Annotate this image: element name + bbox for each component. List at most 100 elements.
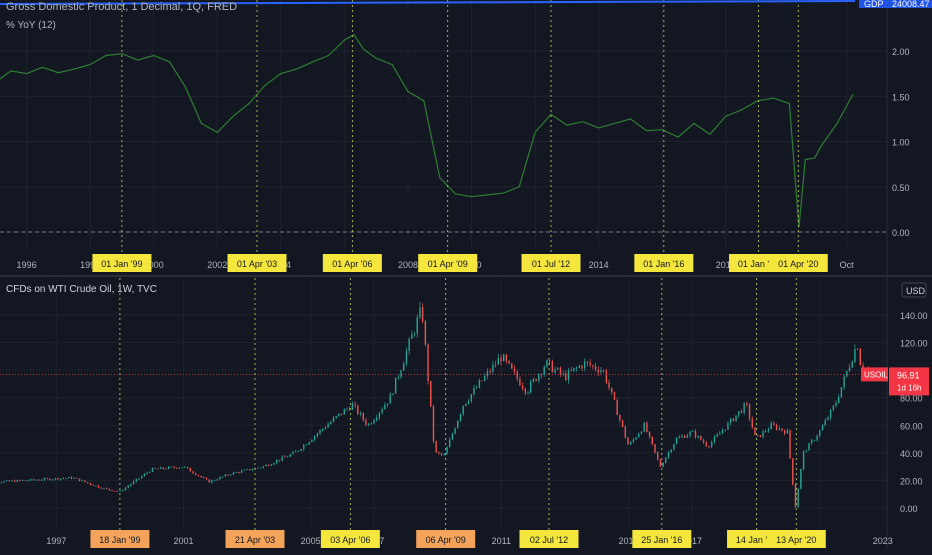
candle-body	[810, 440, 813, 444]
candle-body	[316, 433, 318, 437]
label-layer: Gross Domestic Product, 1 Decimal, 1Q, F…	[0, 0, 932, 298]
candle-body	[792, 458, 794, 485]
candle-body	[692, 430, 694, 432]
candle-body	[313, 436, 316, 440]
candle-body	[186, 466, 189, 469]
currency-badge[interactable]	[901, 282, 927, 298]
top-x-tick-label: 2014	[589, 260, 609, 270]
candle-body	[359, 413, 362, 415]
top-date-label: 01 Jan '99	[101, 259, 142, 269]
candle-body	[3, 481, 5, 483]
candle-body	[111, 489, 113, 491]
candle-body	[613, 392, 616, 401]
candle-body	[224, 474, 227, 477]
top-y-tick-label: 1.50	[892, 92, 910, 102]
candle-body	[832, 405, 835, 410]
candle-body	[259, 467, 262, 469]
candle-body	[143, 473, 146, 477]
candle-body	[684, 435, 686, 438]
candle-body	[249, 469, 251, 471]
candle-body	[516, 371, 518, 379]
candle-body	[157, 468, 159, 470]
candle-body	[265, 464, 267, 467]
candle-body	[335, 415, 337, 418]
candle-body	[103, 488, 105, 489]
crosshair-layer: 01 Jan '99 18 Jan '99 01 Apr '03 21 Apr '03…	[90, 0, 828, 548]
candle-body	[605, 370, 608, 383]
candle-body	[397, 376, 400, 378]
candle-body	[430, 380, 432, 407]
candle-body	[278, 460, 281, 461]
candle-body	[5, 480, 8, 482]
top-date-badge	[322, 254, 382, 272]
candle-body	[657, 452, 659, 460]
candle-body	[686, 435, 689, 438]
candle-body	[11, 480, 13, 482]
candle-body	[235, 472, 237, 473]
candle-body	[238, 472, 240, 473]
candle-body	[343, 409, 346, 415]
currency-label[interactable]: USD	[906, 286, 926, 296]
candle-body	[286, 456, 289, 458]
candle-body	[421, 307, 424, 322]
candle-body	[105, 488, 108, 489]
candle-body	[621, 420, 624, 427]
candle-body	[611, 387, 613, 393]
candle-body	[530, 381, 532, 393]
candle-body	[638, 433, 640, 438]
candle-body	[416, 317, 418, 334]
candle-body	[65, 478, 67, 479]
gdp-ticker-badge	[859, 0, 887, 8]
top-date-label: 01 Apr '20	[778, 259, 818, 269]
candle-body	[140, 476, 143, 479]
candle-body	[332, 417, 335, 422]
candle-body	[648, 432, 651, 437]
candles-group	[0, 301, 870, 508]
top-y-tick-label: 2.00	[892, 47, 910, 57]
candle-body	[746, 403, 748, 405]
candle-body	[635, 437, 637, 440]
candle-body	[827, 417, 829, 421]
candle-body	[808, 443, 810, 451]
candle-body	[600, 370, 602, 373]
candle-body	[170, 466, 173, 468]
candle-body	[89, 483, 92, 485]
candle-body	[797, 488, 799, 508]
candle-body	[227, 474, 229, 476]
top-date-label: 01 Apr '03	[237, 259, 277, 269]
top-x-tick-label: 2008	[398, 260, 418, 270]
candle-body	[181, 467, 183, 469]
candle-body	[521, 385, 524, 389]
top-date-label: 01 Jul '12	[532, 259, 570, 269]
candle-body	[232, 472, 235, 475]
top-y-tick-label: 0.00	[892, 228, 910, 238]
top-date-badge	[418, 254, 478, 272]
candle-body	[500, 358, 502, 362]
candle-body	[667, 452, 670, 458]
gdp-series-title: Gross Domestic Product, 1 Decimal, 1Q, F…	[6, 1, 237, 13]
candle-body	[465, 403, 467, 406]
yoy-indicator-label: % YoY (12)	[6, 20, 56, 31]
candle-body	[362, 413, 364, 420]
candle-body	[92, 484, 94, 486]
candle-body	[189, 468, 192, 472]
candle-body	[581, 365, 583, 369]
countdown-label: 1d 16h	[897, 383, 921, 392]
candle-body	[470, 394, 472, 401]
gdp-ticker-label: GDP	[864, 0, 884, 9]
oil-price-pane: 140.00120.00100.0080.0060.0040.0020.000.…	[0, 301, 929, 546]
bottom-date-badge	[632, 530, 692, 548]
bottom-x-tick-label: 1997	[46, 536, 66, 546]
candle-body	[413, 333, 416, 335]
candle-body	[821, 425, 824, 431]
gdp-value-badge	[887, 0, 932, 8]
candle-body	[132, 481, 135, 485]
candle-body	[575, 367, 578, 369]
candle-body	[178, 467, 181, 469]
candle-body	[781, 428, 783, 431]
candle-body	[716, 434, 718, 437]
candle-body	[219, 477, 221, 480]
candle-body	[478, 380, 481, 388]
